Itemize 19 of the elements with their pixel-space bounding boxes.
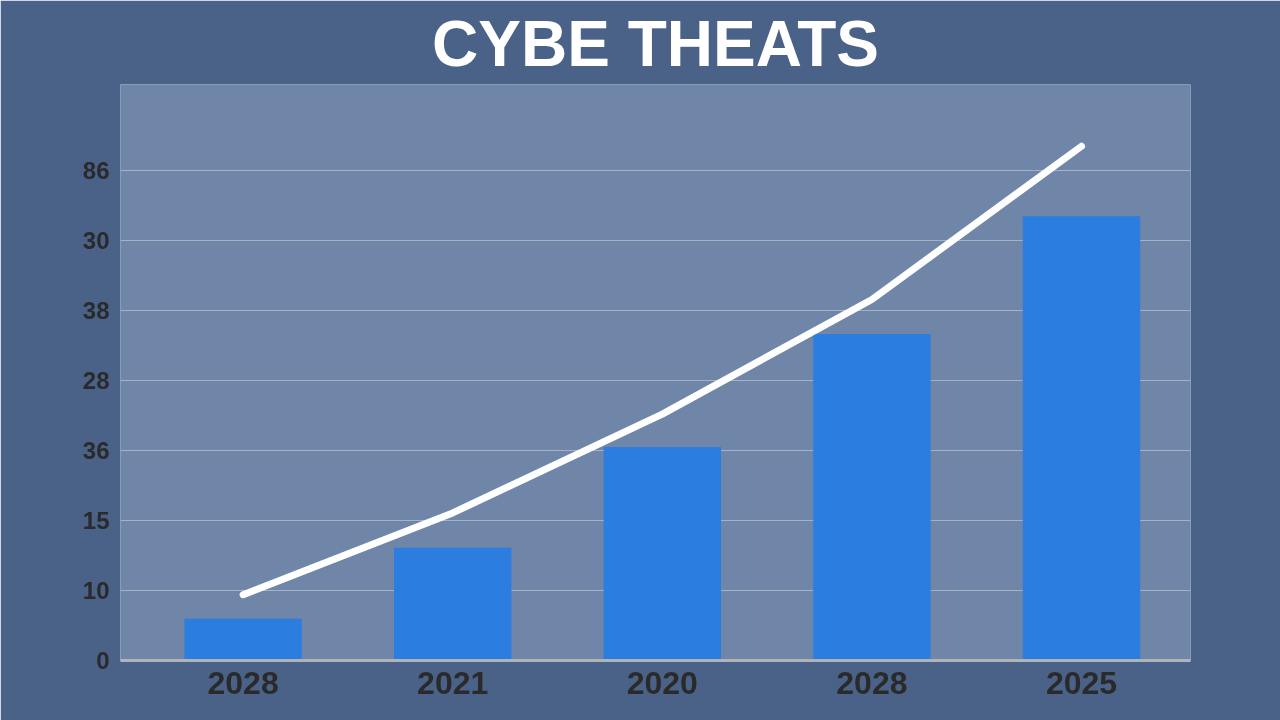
bar [603,447,721,661]
bar [813,333,931,661]
x-tick-label: 2028 [836,664,908,701]
text: 30 [82,227,110,255]
text: 10 [82,577,110,605]
x-tick-label: 2021 [417,664,489,701]
text: 0 [96,647,110,674]
text: 15 [82,507,110,535]
x-tick-label: 2020 [626,664,698,701]
text: 38 [82,297,110,325]
bar [1022,216,1141,661]
text: 86 [82,157,110,185]
text: 36 [82,437,110,465]
bar [184,618,302,661]
x-tick-label: 2028 [207,664,279,701]
chart-title: CYBE THEATS [432,7,879,80]
x-tick-label: 2025 [1045,664,1118,701]
bar [394,547,512,661]
text: 28 [82,367,110,395]
